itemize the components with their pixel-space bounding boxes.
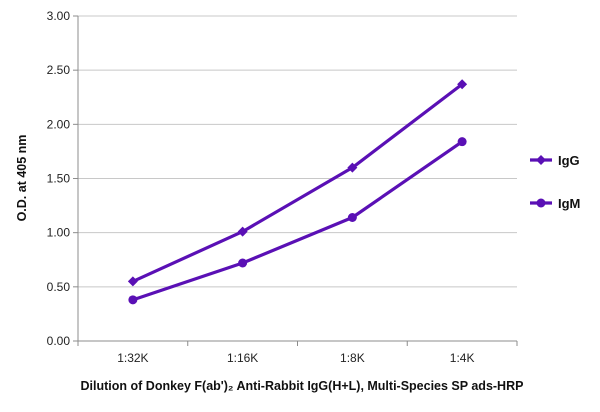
data-point-igm [238,258,248,268]
series-line-igm [132,140,464,302]
y-tick-label: 3.00 [47,9,71,23]
y-axis-label: O.D. at 405 nm [15,135,29,222]
legend-marker-igg [536,155,546,165]
series-line-igg [132,82,464,283]
y-tick-label: 0.50 [47,280,71,294]
gridlines [78,15,517,288]
y-tick-label: 2.50 [47,63,71,77]
x-tick-label: 1:16K [227,351,258,365]
data-point-igg [127,276,138,287]
legend-marker-igm [536,198,546,208]
y-tick-label: 1.00 [47,226,71,240]
legend-label-igm: IgM [558,196,580,211]
x-tick-labels: 1:32K 1:16K 1:8K 1:4K [117,351,474,365]
data-point-igg [457,79,468,90]
y-tick-label: 2.00 [47,117,71,131]
data-point-igm [457,137,467,147]
data-point-igm [128,295,138,305]
legend-label-igg: IgG [558,153,580,168]
axes [73,15,518,346]
y-tick-labels: 0.00 0.50 1.00 1.50 2.00 2.50 3.00 [47,9,71,348]
data-point-igm [347,213,357,222]
legend: IgG IgM [530,153,580,211]
data-point-igg [347,162,358,173]
x-tick-label: 1:32K [117,351,148,365]
data-point-igg [237,226,248,237]
y-tick-label: 0.00 [47,334,71,348]
x-tick-label: 1:8K [340,351,365,365]
x-tick-label: 1:4K [450,351,475,365]
series-group [127,79,468,305]
y-tick-label: 1.50 [47,172,71,186]
x-axis-label: Dilution of Donkey F(ab')₂ Anti-Rabbit I… [81,379,524,393]
